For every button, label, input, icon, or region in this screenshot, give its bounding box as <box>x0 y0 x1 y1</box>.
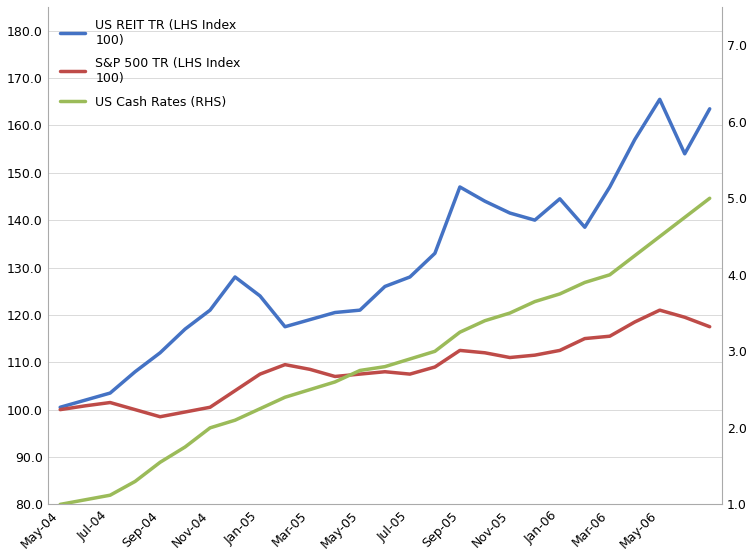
Legend: US REIT TR (LHS Index
100), S&P 500 TR (LHS Index
100), US Cash Rates (RHS): US REIT TR (LHS Index 100), S&P 500 TR (… <box>54 13 247 116</box>
